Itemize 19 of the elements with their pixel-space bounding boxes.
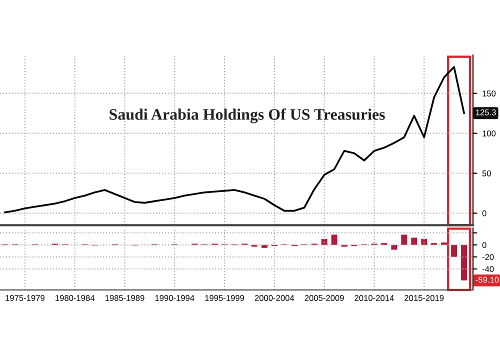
x-tick-label: 1990-1994 <box>155 295 194 301</box>
y-tick-label: 50 <box>482 170 491 176</box>
annotation: -59.10 <box>476 276 499 283</box>
y-tick-label: 0 <box>482 210 486 216</box>
x-tick-label: 2015-2019 <box>404 295 444 301</box>
x-tick-label: 2010-2014 <box>354 295 394 301</box>
x-tick-label: 2000-2004 <box>254 295 294 301</box>
text: Saudi Arabia Holdings Of US Treasuries <box>110 108 385 124</box>
x-tick-label: 2005-2009 <box>304 295 344 301</box>
x-tick-label: 1985-1989 <box>105 295 144 301</box>
annotation: 125.3 <box>476 109 496 116</box>
y-tick-label: -20 <box>482 254 494 260</box>
x-tick-label: 1995-1999 <box>205 295 244 301</box>
y-tick-label: 100 <box>482 130 496 136</box>
x-tick-label: 1980-1984 <box>56 295 95 301</box>
y-tick-label: 150 <box>482 90 496 96</box>
x-tick-label: 1975-1979 <box>6 295 44 301</box>
y-tick-label: 0 <box>482 242 486 248</box>
y-tick-label: -40 <box>482 266 494 272</box>
